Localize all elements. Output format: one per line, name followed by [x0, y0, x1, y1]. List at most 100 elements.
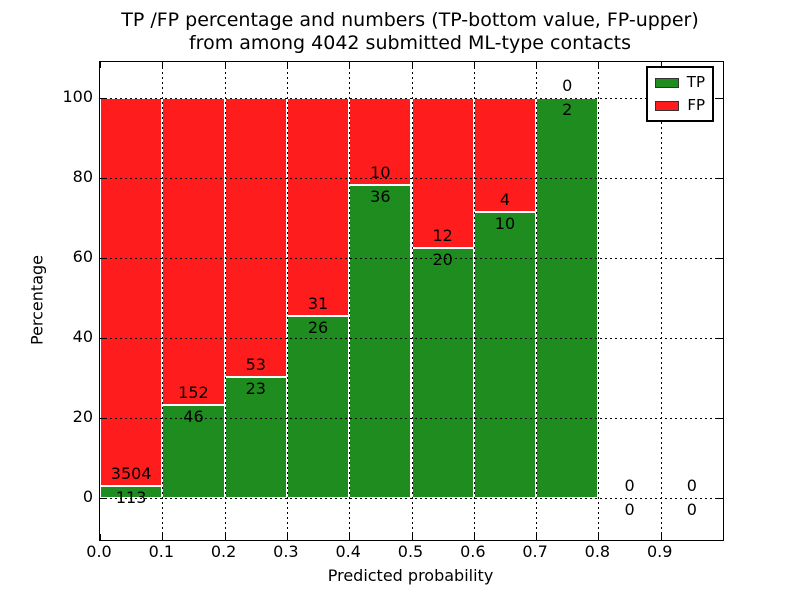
tp-count-label: 113: [115, 487, 147, 507]
legend-entry-tp: TP: [655, 75, 705, 90]
y-tick-mark-right: [717, 258, 723, 259]
tp-bar-segment: [536, 98, 599, 498]
y-tick-mark-left: [100, 498, 106, 499]
tp-count-label: 10: [494, 214, 516, 234]
v-gridline: [224, 62, 226, 540]
tp-count-label: 36: [370, 186, 391, 206]
y-tick-label: 20: [72, 407, 93, 426]
v-gridline: [162, 62, 164, 540]
x-tick-label: 0.0: [86, 542, 112, 561]
y-tick-mark-left: [100, 338, 106, 339]
y-tick-label: 40: [72, 327, 93, 346]
x-tick-mark-bottom: [349, 534, 351, 540]
x-tick-label: 0.6: [460, 542, 486, 561]
fp-count-label: 31: [307, 293, 329, 313]
chart-title-line1: TP /FP percentage and numbers (TP-bottom…: [121, 9, 699, 31]
tp-bar-segment: [224, 376, 287, 498]
x-tick-mark-top: [473, 62, 475, 68]
v-gridline: [473, 62, 475, 540]
x-tick-mark-top: [100, 62, 101, 68]
y-tick-label: 80: [72, 167, 93, 186]
x-tick-mark-bottom: [598, 534, 600, 540]
tp-bar-segment: [473, 212, 537, 498]
x-tick-mark-bottom: [473, 534, 475, 540]
fp-count-label: 0: [686, 476, 697, 495]
tp-count-label: 0: [624, 500, 635, 519]
fp-count-label: 0: [624, 476, 635, 495]
x-tick-label: 0.3: [273, 542, 299, 561]
chart-title-line2: from among 4042 submitted ML-type contac…: [188, 32, 632, 54]
y-tick-mark-right: [717, 418, 723, 419]
x-tick-mark-bottom: [286, 534, 288, 540]
y-tick-label: 0: [82, 487, 93, 506]
x-tick-mark-bottom: [162, 534, 164, 540]
tp-count-label: 46: [183, 407, 204, 427]
x-tick-mark-top: [598, 62, 600, 68]
plot-area: 3504 113 152 46 53 23 31 26 10 36 12 20 4 10 0 2 0 0 0 0: [99, 61, 724, 541]
fp-count-label: 0: [562, 76, 573, 95]
legend: TP FP: [646, 66, 714, 122]
x-tick-label: 0.5: [397, 542, 424, 561]
tp-count-label: 26: [307, 317, 329, 337]
tp-count-label: 20: [432, 250, 453, 269]
x-tick-label: 0.7: [522, 542, 548, 561]
v-gridline: [660, 62, 662, 540]
x-tick-mark-bottom: [100, 534, 101, 540]
x-tick-mark-bottom: [224, 534, 226, 540]
fp-bar-segment: [224, 98, 287, 377]
x-tick-mark-top: [349, 62, 351, 68]
tp-bar-segment: [411, 248, 474, 498]
x-tick-mark-bottom: [411, 534, 413, 540]
v-gridline: [598, 62, 600, 540]
y-tick-mark-right: [717, 178, 723, 179]
y-tick-mark-right: [717, 98, 723, 99]
fp-count-label: 3504: [110, 463, 152, 483]
x-tick-label: 0.1: [148, 542, 175, 561]
legend-entry-fp: FP: [655, 98, 705, 113]
chart-title: TP /FP percentage and numbers (TP-bottom…: [60, 9, 760, 55]
fp-bar-segment: [349, 98, 412, 185]
fp-bar-segment: [286, 98, 350, 316]
y-tick-label: 60: [72, 247, 93, 266]
fp-legend-label: FP: [687, 96, 705, 114]
fp-count-label: 10: [370, 162, 391, 182]
x-tick-mark-bottom: [536, 534, 538, 540]
x-tick-mark-top: [224, 62, 226, 68]
y-tick-mark-left: [100, 258, 106, 259]
x-tick-label: 0.8: [584, 542, 611, 561]
x-tick-mark-top: [162, 62, 164, 68]
y-tick-mark-right: [717, 338, 723, 339]
v-gridline: [411, 62, 413, 540]
y-tick-mark-left: [100, 98, 106, 99]
y-tick-label: 100: [62, 87, 93, 106]
x-tick-label: 0.2: [210, 542, 237, 561]
y-tick-mark-right: [717, 498, 723, 499]
x-tick-mark-bottom: [660, 534, 662, 540]
fp-count-label: 53: [245, 354, 266, 374]
x-tick-mark-top: [536, 62, 538, 68]
tp-count-label: 23: [245, 378, 266, 398]
tp-count-label: 2: [562, 100, 573, 119]
x-tick-label: 0.9: [646, 542, 673, 561]
fp-count-label: 4: [499, 190, 511, 210]
tp-count-label: 0: [686, 500, 697, 519]
x-tick-mark-top: [660, 62, 662, 68]
fp-count-label: 12: [432, 226, 453, 245]
tp-bar-segment: [349, 184, 412, 498]
x-axis-label: Predicted probability: [327, 566, 494, 585]
fp-legend-swatch: [655, 100, 680, 111]
v-gridline: [536, 62, 538, 540]
tp-bar-segment: [162, 405, 225, 498]
x-tick-label: 0.4: [335, 542, 361, 561]
x-tick-mark-top: [411, 62, 413, 68]
tp-legend-label: TP: [686, 73, 705, 91]
y-tick-mark-left: [100, 418, 106, 419]
y-tick-mark-left: [100, 178, 106, 179]
x-tick-mark-top: [286, 62, 288, 68]
tp-legend-swatch: [655, 77, 679, 88]
fp-bar-segment: [100, 98, 163, 486]
fp-bar-segment: [162, 98, 225, 406]
fp-count-label: 152: [178, 383, 209, 403]
tp-bar-segment: [286, 315, 350, 498]
